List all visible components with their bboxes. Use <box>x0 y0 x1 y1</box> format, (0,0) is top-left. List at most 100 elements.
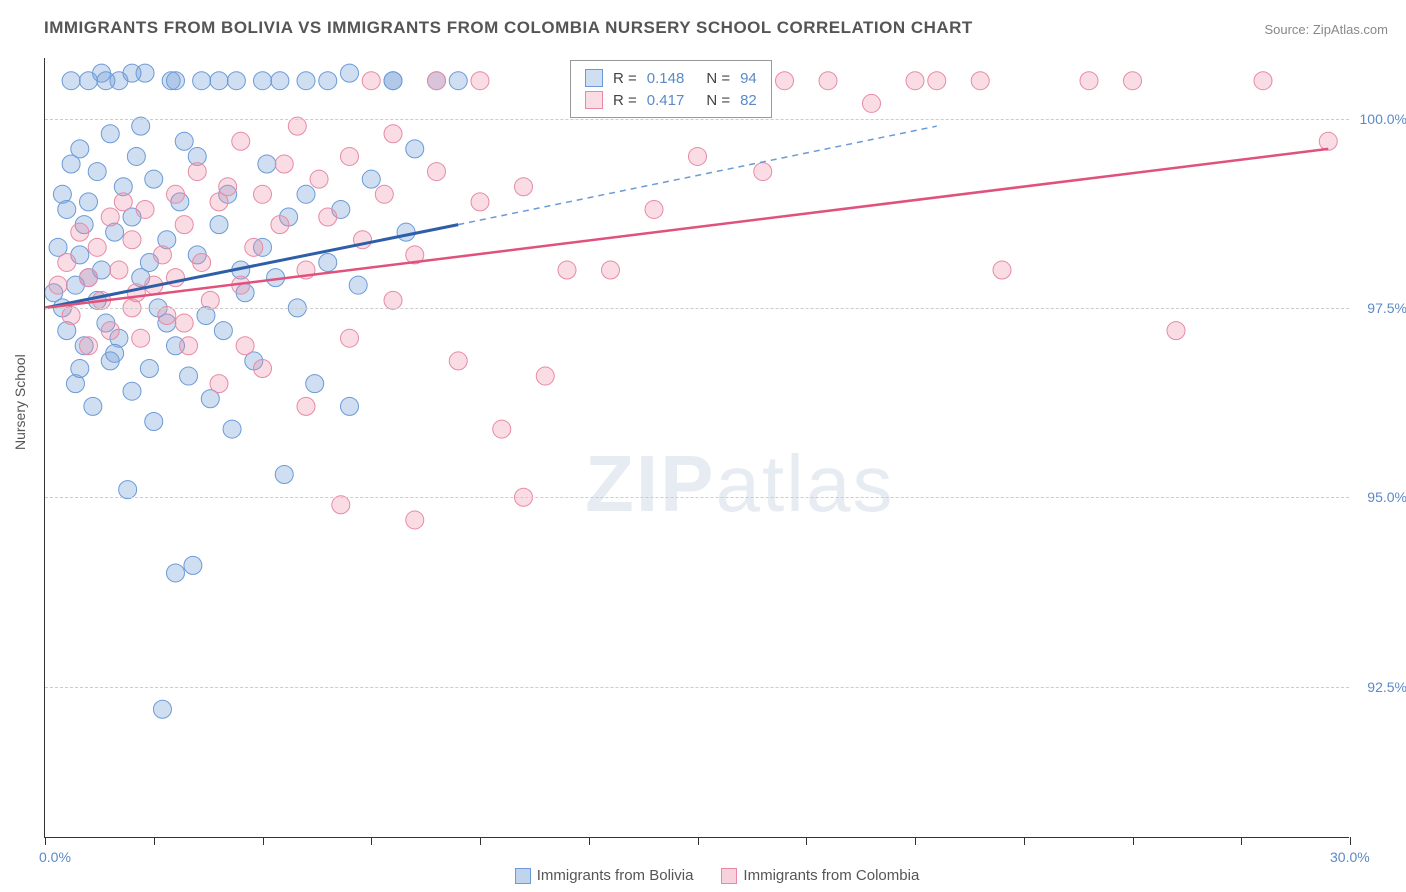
data-point <box>184 556 202 574</box>
data-point <box>928 72 946 90</box>
data-point <box>362 170 380 188</box>
data-point <box>319 208 337 226</box>
data-point <box>384 72 402 90</box>
data-point <box>349 276 367 294</box>
data-point <box>158 306 176 324</box>
data-point <box>167 72 185 90</box>
x-tick <box>806 837 807 845</box>
data-point <box>71 223 89 241</box>
x-tick <box>1024 837 1025 845</box>
data-point <box>275 155 293 173</box>
y-tick-label: 100.0% <box>1360 111 1406 127</box>
data-point <box>123 64 141 82</box>
data-point <box>258 155 276 173</box>
data-point <box>776 72 794 90</box>
data-point <box>319 72 337 90</box>
legend-n-value: 94 <box>740 70 757 87</box>
x-tick <box>589 837 590 845</box>
trend-line-extrapolated <box>458 126 937 224</box>
data-point <box>136 200 154 218</box>
data-point <box>127 284 145 302</box>
data-point <box>319 253 337 271</box>
x-tick <box>371 837 372 845</box>
x-tick <box>1241 837 1242 845</box>
data-point <box>167 185 185 203</box>
grid-line <box>45 308 1349 309</box>
data-point <box>602 261 620 279</box>
data-point <box>1167 322 1185 340</box>
data-point <box>175 216 193 234</box>
data-point <box>558 261 576 279</box>
source-attribution: Source: ZipAtlas.com <box>1264 22 1388 37</box>
legend-row: R = 0.417 N = 82 <box>585 89 757 111</box>
data-point <box>223 420 241 438</box>
x-tick <box>480 837 481 845</box>
data-point <box>906 72 924 90</box>
data-point <box>341 329 359 347</box>
y-axis-label: Nursery School <box>12 354 28 450</box>
x-tick <box>1350 837 1351 845</box>
data-point <box>180 337 198 355</box>
data-point <box>119 481 137 499</box>
data-point <box>310 170 328 188</box>
scatter-svg <box>45 58 1350 838</box>
data-point <box>101 208 119 226</box>
data-point <box>471 193 489 211</box>
data-point <box>88 163 106 181</box>
data-point <box>84 397 102 415</box>
data-point <box>145 412 163 430</box>
data-point <box>428 163 446 181</box>
data-point <box>384 291 402 309</box>
x-tick <box>263 837 264 845</box>
plot-area: ZIPatlas 92.5%95.0%97.5%100.0%0.0%30.0% <box>44 58 1349 838</box>
data-point <box>175 314 193 332</box>
data-point <box>245 238 263 256</box>
data-point <box>167 564 185 582</box>
y-tick-label: 95.0% <box>1367 489 1406 505</box>
data-point <box>689 147 707 165</box>
data-point <box>406 140 424 158</box>
trend-line <box>45 149 1328 308</box>
data-point <box>71 359 89 377</box>
data-point <box>62 72 80 90</box>
data-point <box>188 163 206 181</box>
data-point <box>140 359 158 377</box>
data-point <box>123 231 141 249</box>
data-point <box>254 72 272 90</box>
data-point <box>275 466 293 484</box>
data-point <box>219 178 237 196</box>
data-point <box>210 375 228 393</box>
data-point <box>153 246 171 264</box>
legend-r-value: 0.148 <box>647 70 685 87</box>
legend-swatch <box>585 91 603 109</box>
data-point <box>341 64 359 82</box>
data-point <box>114 193 132 211</box>
data-point <box>58 200 76 218</box>
x-tick <box>45 837 46 845</box>
data-point <box>1254 72 1272 90</box>
data-point <box>428 72 446 90</box>
data-point <box>341 397 359 415</box>
data-point <box>471 72 489 90</box>
data-point <box>271 72 289 90</box>
data-point <box>341 147 359 165</box>
x-tick-label: 30.0% <box>1330 849 1370 865</box>
x-tick <box>915 837 916 845</box>
legend-series-label: Immigrants from Bolivia <box>537 867 694 884</box>
y-tick-label: 92.5% <box>1367 679 1406 695</box>
data-point <box>236 337 254 355</box>
data-point <box>145 170 163 188</box>
data-point <box>306 375 324 393</box>
data-point <box>175 132 193 150</box>
series-legend: Immigrants from BoliviaImmigrants from C… <box>0 867 1406 884</box>
data-point <box>110 261 128 279</box>
data-point <box>80 193 98 211</box>
data-point <box>297 72 315 90</box>
data-point <box>493 420 511 438</box>
grid-line <box>45 497 1349 498</box>
data-point <box>62 306 80 324</box>
data-point <box>106 344 124 362</box>
y-tick-label: 97.5% <box>1367 300 1406 316</box>
data-point <box>1319 132 1337 150</box>
x-tick <box>154 837 155 845</box>
